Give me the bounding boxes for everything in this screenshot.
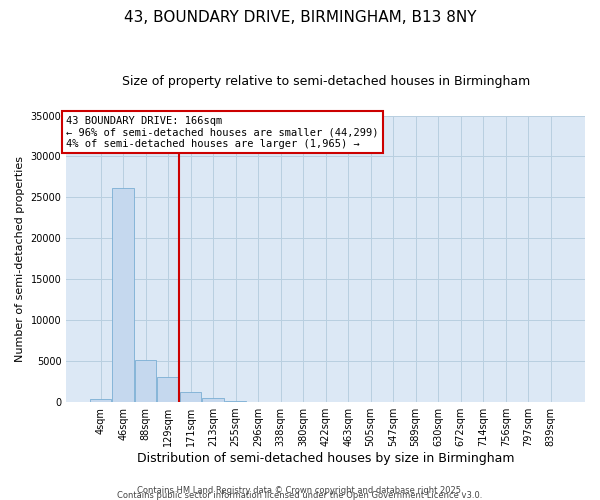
Text: Contains HM Land Registry data © Crown copyright and database right 2025.: Contains HM Land Registry data © Crown c… [137, 486, 463, 495]
X-axis label: Distribution of semi-detached houses by size in Birmingham: Distribution of semi-detached houses by … [137, 452, 514, 465]
Title: Size of property relative to semi-detached houses in Birmingham: Size of property relative to semi-detach… [122, 75, 530, 88]
Text: 43, BOUNDARY DRIVE, BIRMINGHAM, B13 8NY: 43, BOUNDARY DRIVE, BIRMINGHAM, B13 8NY [124, 10, 476, 25]
Bar [202, 398, 224, 402]
Text: Contains public sector information licensed under the Open Government Licence v3: Contains public sector information licen… [118, 491, 482, 500]
Y-axis label: Number of semi-detached properties: Number of semi-detached properties [15, 156, 25, 362]
Bar [112, 188, 134, 402]
Bar [90, 399, 111, 402]
Text: 43 BOUNDARY DRIVE: 166sqm
← 96% of semi-detached houses are smaller (44,299)
4% : 43 BOUNDARY DRIVE: 166sqm ← 96% of semi-… [66, 116, 379, 149]
Bar [135, 360, 156, 402]
Bar [157, 376, 179, 402]
Bar [180, 392, 201, 402]
